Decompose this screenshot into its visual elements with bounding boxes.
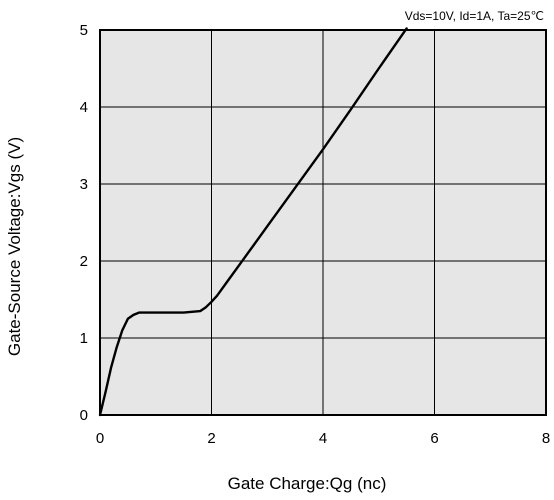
y-tick-label-3: 3 bbox=[80, 176, 88, 193]
x-tick-label-0: 0 bbox=[96, 430, 104, 447]
y-tick-label-0: 0 bbox=[80, 407, 88, 424]
test-conditions-label: Vds=10V, Id=1A, Ta=25℃ bbox=[405, 9, 544, 23]
x-tick-label-4: 8 bbox=[542, 430, 550, 447]
y-tick-label-4: 4 bbox=[80, 99, 88, 116]
y-tick-label-1: 1 bbox=[80, 330, 88, 347]
y-tick-label-5: 5 bbox=[80, 22, 88, 39]
x-axis-title: Gate Charge:Qg (nc) bbox=[228, 474, 387, 493]
x-tick-label-2: 4 bbox=[319, 430, 327, 447]
y-tick-label-2: 2 bbox=[80, 253, 88, 270]
x-tick-label-3: 6 bbox=[430, 430, 438, 447]
y-axis-title: Gate-Source Voltage:Vgs (V) bbox=[5, 137, 24, 356]
x-tick-label-1: 2 bbox=[207, 430, 215, 447]
